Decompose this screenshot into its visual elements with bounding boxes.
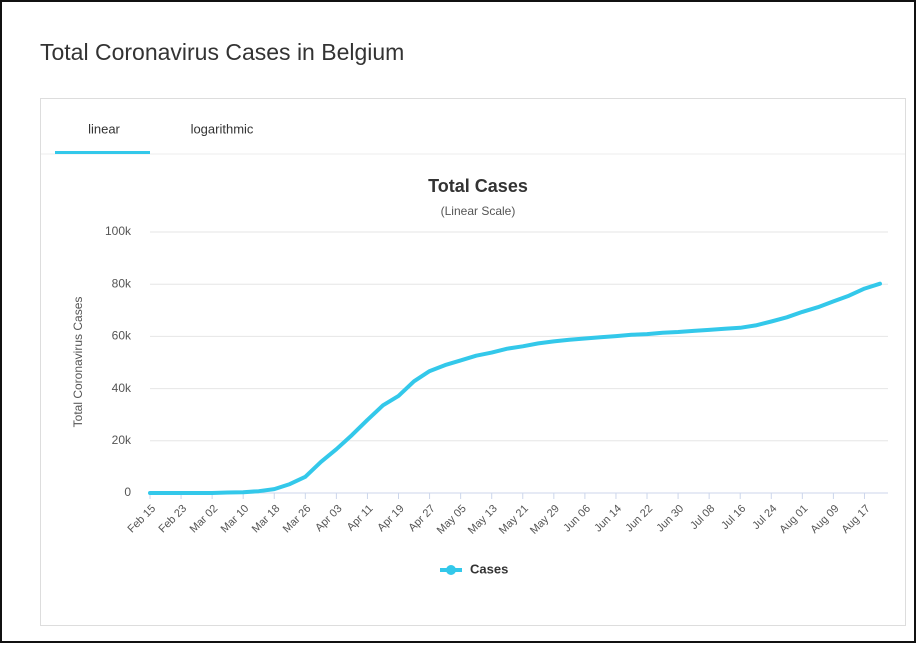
tab-active-underline (55, 151, 150, 154)
y-tick-label: 60k (112, 329, 132, 343)
y-tick-label: 80k (112, 276, 132, 290)
y-tick-label: 40k (112, 381, 132, 395)
tab[interactable]: logarithmic (191, 121, 254, 136)
legend-marker (446, 565, 456, 575)
y-tick-label: 20k (112, 433, 132, 447)
chart-title: Total Cases (428, 176, 528, 196)
line (148, 281, 882, 495)
y-tick-label: 0 (124, 485, 131, 499)
page-title: Total Coronavirus Cases in Belgium (40, 39, 404, 65)
tab[interactable]: linear (88, 121, 120, 136)
legend-label: Cases (470, 561, 508, 576)
panel (40, 98, 906, 626)
y-axis-label: Total Coronavirus Cases (71, 297, 85, 428)
chart-subtitle: (Linear Scale) (441, 204, 516, 218)
y-tick-label: 100k (105, 224, 132, 238)
